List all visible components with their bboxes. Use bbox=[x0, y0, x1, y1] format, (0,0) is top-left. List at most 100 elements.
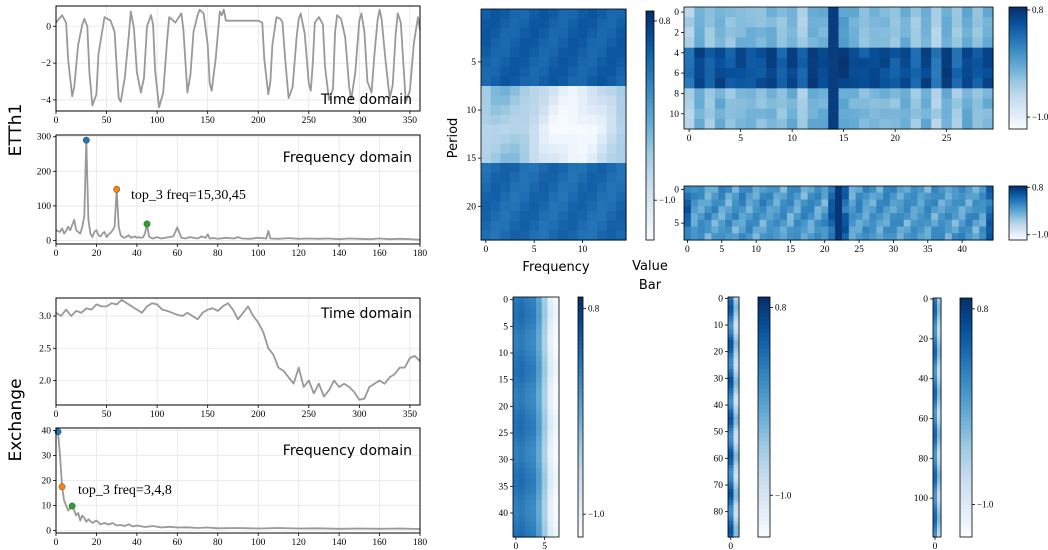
heat-cell bbox=[510, 124, 521, 135]
heat-cell bbox=[725, 186, 733, 194]
heat-cell bbox=[728, 494, 735, 498]
heat-cell bbox=[518, 323, 526, 330]
heat-cell bbox=[937, 405, 942, 409]
colorbar-cell bbox=[1009, 122, 1027, 126]
heat-cell bbox=[903, 186, 912, 194]
heat-cell bbox=[568, 114, 579, 126]
heat-cell bbox=[972, 199, 980, 207]
heat-cell bbox=[690, 192, 699, 201]
heat-cell bbox=[773, 219, 781, 228]
colorbar-cell bbox=[646, 194, 654, 199]
heat-cell bbox=[518, 329, 526, 335]
heat-cell bbox=[862, 213, 870, 221]
heat-cell bbox=[536, 478, 543, 485]
heat-cell bbox=[728, 315, 735, 319]
heat-cell bbox=[933, 521, 938, 524]
heat-cell bbox=[958, 206, 967, 214]
heat-cell bbox=[738, 233, 747, 241]
heat-cell bbox=[828, 7, 840, 18]
colorbar-cell bbox=[1009, 234, 1027, 237]
heat-cell bbox=[513, 350, 520, 357]
heat-cell bbox=[500, 124, 511, 135]
heat-cell bbox=[910, 17, 922, 28]
heat-cell bbox=[547, 430, 554, 437]
x-tick-label: 350 bbox=[403, 116, 418, 126]
colorbar-cell bbox=[646, 106, 654, 111]
heat-cell bbox=[732, 213, 740, 221]
heat-cell bbox=[933, 459, 938, 462]
heat-cell bbox=[597, 9, 608, 20]
heat-cell bbox=[958, 199, 967, 207]
heat-cell bbox=[879, 108, 891, 120]
heat-cell bbox=[933, 315, 938, 319]
heat-cell bbox=[933, 381, 938, 385]
heat-cell bbox=[513, 355, 520, 362]
heat-cell bbox=[616, 86, 627, 97]
colorbar-cell bbox=[578, 369, 583, 374]
heat-cell bbox=[972, 192, 980, 201]
heat-cell bbox=[500, 153, 511, 164]
heat-cell bbox=[728, 414, 735, 418]
heat-cell bbox=[536, 473, 543, 479]
heat-cell bbox=[616, 57, 627, 68]
heat-cell bbox=[529, 134, 540, 145]
heat-cell bbox=[937, 421, 942, 425]
heat-cell bbox=[776, 108, 788, 120]
x-tick-label: 25 bbox=[854, 245, 864, 255]
heat-cell bbox=[530, 302, 537, 309]
heat-cell bbox=[937, 325, 942, 329]
heat-cell bbox=[481, 86, 492, 97]
heat-cell bbox=[933, 469, 938, 472]
heat-cell bbox=[725, 199, 733, 207]
colorbar-cell bbox=[960, 429, 972, 435]
heat-cell bbox=[490, 47, 501, 58]
heat-cell bbox=[541, 462, 549, 469]
colorbar-cb4: 0.8−1.0 bbox=[577, 296, 605, 538]
colorbar-cell bbox=[960, 533, 972, 538]
heat-cell bbox=[944, 192, 953, 201]
heat-cell bbox=[536, 505, 543, 511]
heat-cell bbox=[524, 531, 531, 538]
heat-cell bbox=[530, 313, 537, 319]
heat-cell bbox=[800, 233, 809, 241]
heat-cell bbox=[862, 186, 870, 194]
heat-cell bbox=[766, 186, 774, 194]
heat-cell bbox=[530, 329, 537, 335]
heat-cell bbox=[733, 337, 740, 341]
heat-cell bbox=[756, 27, 767, 39]
heat-cell bbox=[481, 134, 492, 145]
heat-cell bbox=[718, 213, 726, 221]
heat-cell bbox=[490, 143, 501, 154]
heat-cell bbox=[896, 186, 905, 194]
heat-cell bbox=[933, 401, 938, 405]
heat-cell bbox=[519, 86, 530, 97]
heat-cell bbox=[910, 37, 922, 49]
heat-cell bbox=[876, 213, 884, 221]
colorbar-cell bbox=[578, 437, 583, 442]
heat-cell bbox=[714, 108, 726, 120]
heat-cell bbox=[933, 311, 938, 315]
heat-cell bbox=[518, 531, 526, 538]
heat-cell bbox=[920, 78, 932, 89]
colorbar-cell bbox=[1009, 190, 1027, 192]
heat-cell bbox=[910, 118, 922, 130]
heat-cell bbox=[529, 86, 540, 97]
heat-cell bbox=[529, 105, 540, 116]
heat-cell bbox=[481, 76, 492, 87]
heat-cell bbox=[931, 78, 943, 89]
heat-cell bbox=[728, 334, 735, 338]
heat-cell bbox=[828, 226, 836, 234]
colorbar-cell bbox=[578, 533, 583, 538]
heat-cell bbox=[735, 118, 747, 130]
heat-cell bbox=[937, 517, 942, 520]
heat-cell bbox=[711, 233, 719, 241]
heat-cell bbox=[828, 17, 840, 28]
colorbar-cell bbox=[1009, 80, 1027, 83]
colorbar-cell bbox=[1009, 78, 1027, 81]
heat-cell bbox=[859, 7, 870, 18]
heat-cell bbox=[941, 57, 953, 69]
heat-cell bbox=[937, 435, 942, 439]
heat-cell bbox=[587, 47, 598, 58]
colorbar-cell bbox=[960, 373, 972, 379]
heat-cell bbox=[519, 124, 530, 135]
